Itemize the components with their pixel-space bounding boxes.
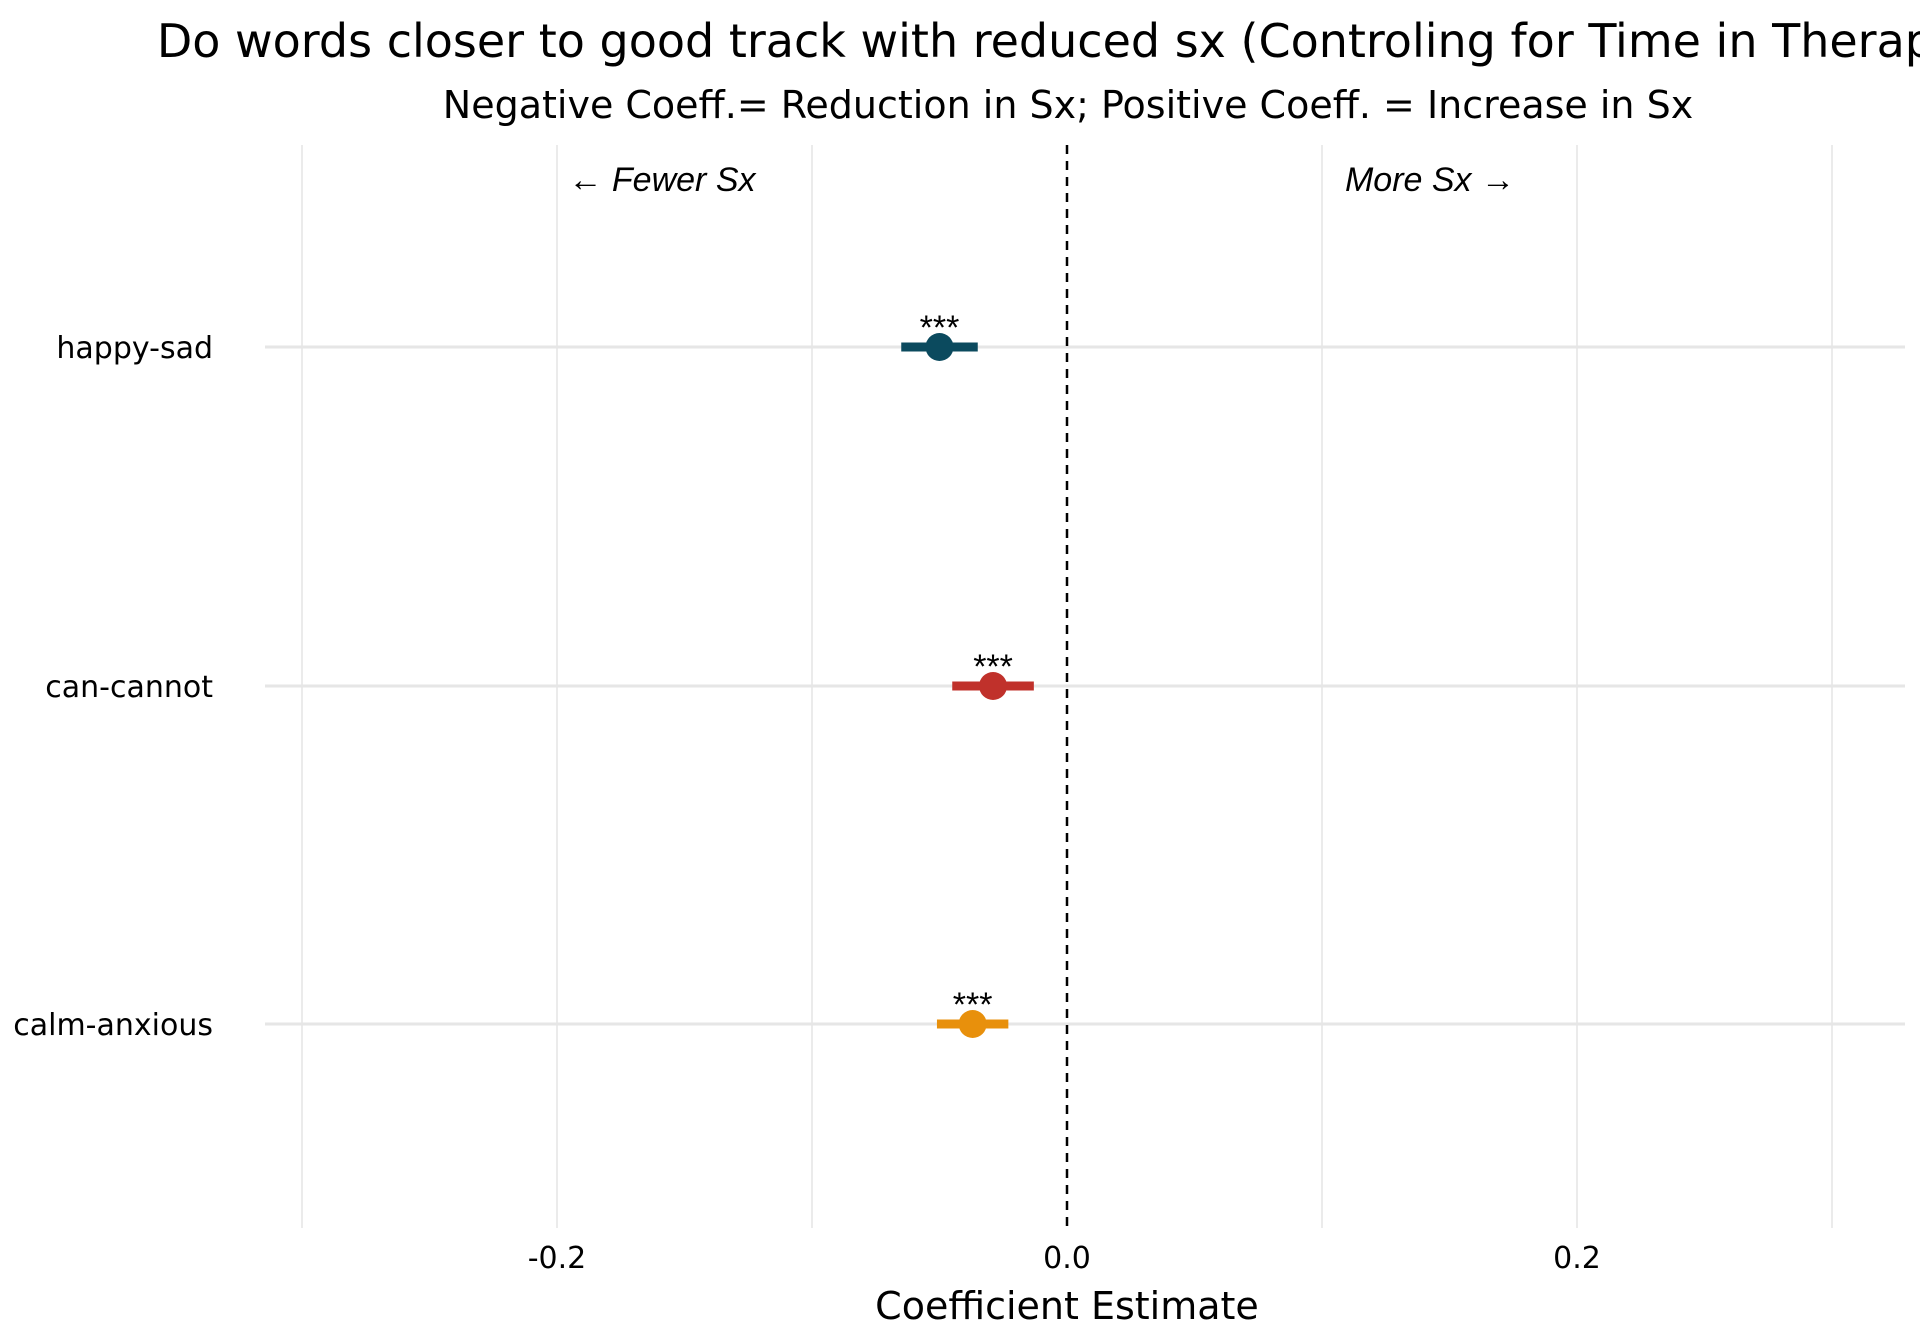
chart-title: Do words closer to good track with reduc…	[157, 14, 1920, 68]
point-happy-sad	[925, 333, 954, 361]
data-marks: *** *** ***	[901, 309, 1034, 1038]
point-can-cannot	[979, 672, 1008, 700]
fewer-sx-annotation: ← Fewer Sx	[568, 161, 756, 199]
significance-label-can-cannot: ***	[973, 648, 1013, 686]
x-tick-label: -0.2	[528, 1241, 587, 1276]
x-axis-tick-labels: -0.2 0.0 0.2	[528, 1241, 1601, 1276]
gridlines	[265, 145, 1905, 1228]
significance-label-happy-sad: ***	[920, 309, 960, 347]
point-calm-anxious	[958, 1010, 987, 1038]
more-sx-annotation: More Sx →	[1345, 161, 1515, 199]
y-axis-tick-labels: happy-sad can-cannot calm-anxious	[13, 331, 213, 1043]
y-tick-label-happy-sad: happy-sad	[56, 331, 213, 366]
chart-subtitle: Negative Coeff.= Reduction in Sx; Positi…	[443, 83, 1693, 127]
x-axis-label: Coefficient Estimate	[875, 1284, 1259, 1328]
x-tick-label: 0.0	[1043, 1241, 1091, 1276]
x-tick-label: 0.2	[1553, 1241, 1601, 1276]
significance-label-calm-anxious: ***	[953, 986, 993, 1024]
y-tick-label-calm-anxious: calm-anxious	[13, 1008, 213, 1043]
y-tick-label-can-cannot: can-cannot	[45, 670, 213, 705]
